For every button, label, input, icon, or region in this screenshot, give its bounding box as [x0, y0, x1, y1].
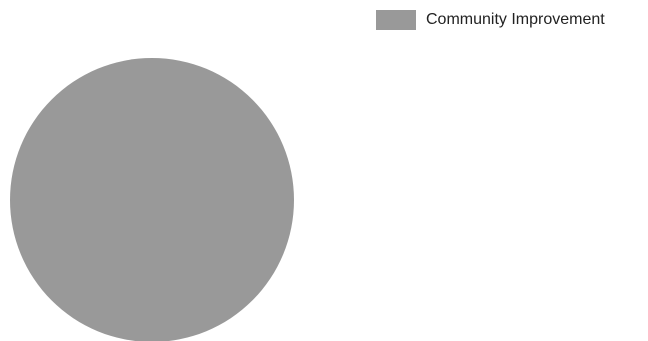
legend-label-community-improvement: Community Improvement	[426, 11, 605, 28]
legend: Community Improvement	[376, 10, 605, 30]
legend-swatch	[376, 10, 416, 30]
pie-slices	[10, 58, 294, 341]
pie-slice-community-improvement	[10, 58, 294, 341]
